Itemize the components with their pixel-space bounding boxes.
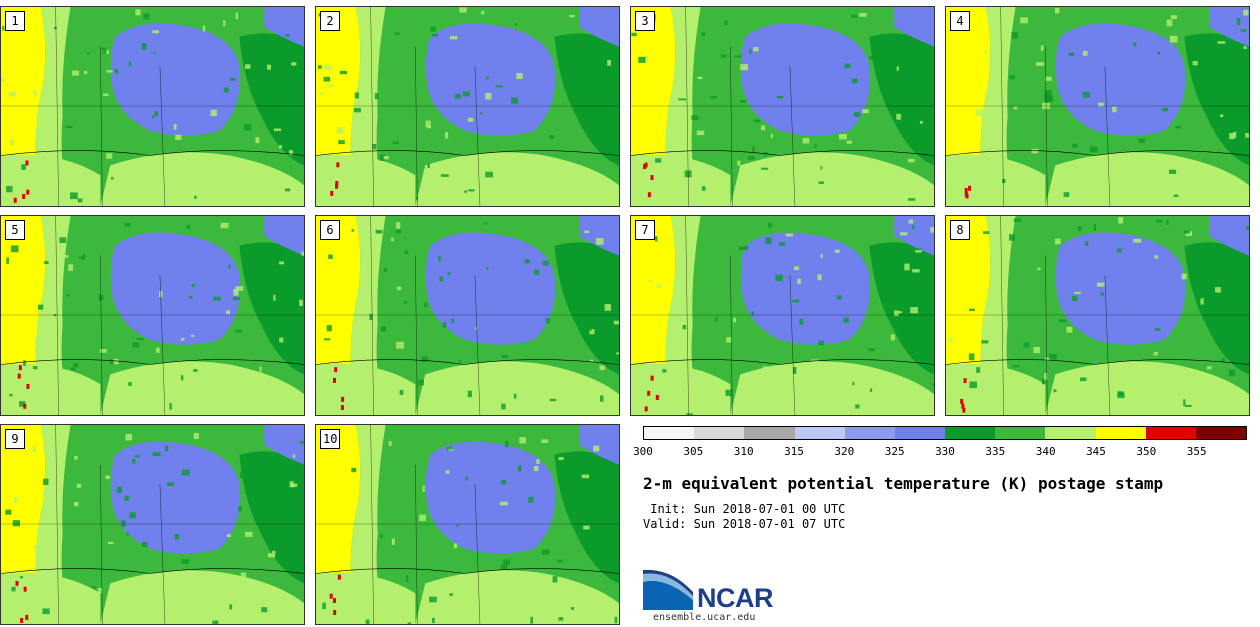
- panel-number: 4: [950, 11, 970, 31]
- map-field: [1, 425, 304, 624]
- map-panel: 3: [630, 6, 935, 207]
- colorbar-segment: [945, 427, 996, 439]
- panel-number: 1: [5, 11, 25, 31]
- map-field: [316, 7, 619, 206]
- colorbar-segment: [1095, 427, 1146, 439]
- map-panel: 6: [315, 215, 620, 416]
- colorbar-segment: [894, 427, 946, 439]
- panel-number: 10: [320, 429, 341, 449]
- init-time: Init: Sun 2018-07-01 00 UTC: [643, 502, 846, 516]
- map-panel: 8: [945, 215, 1250, 416]
- panel-number: 7: [635, 220, 655, 240]
- valid-time: Valid: Sun 2018-07-01 07 UTC: [643, 517, 846, 531]
- colorbar-tick-label: 325: [884, 445, 905, 458]
- map-field: [1, 7, 304, 206]
- colorbar-tick-label: 320: [834, 445, 855, 458]
- panel-number: 3: [635, 11, 655, 31]
- colorbar-segment: [844, 427, 895, 439]
- plot-title: 2-m equivalent potential temperature (K)…: [643, 474, 1164, 493]
- map-panel: 9: [0, 424, 305, 625]
- map-panel: 10: [315, 424, 620, 625]
- logo-url: ensemble.ucar.edu: [653, 612, 756, 623]
- map-panel: 5: [0, 215, 305, 416]
- panel-number: 8: [950, 220, 970, 240]
- map-panel: 7: [630, 215, 935, 416]
- colorbar-segment: [744, 427, 795, 439]
- logo-name: NCAR: [697, 583, 774, 613]
- colorbar-segment: [794, 427, 845, 439]
- map-field: [946, 216, 1249, 415]
- colorbar-tick-label: 335: [985, 445, 1006, 458]
- colorbar-tick-label: 330: [935, 445, 955, 458]
- colorbar-segment: [644, 427, 695, 439]
- map-field: [631, 7, 934, 206]
- map-panel: 4: [945, 6, 1250, 207]
- map-field: [631, 216, 934, 415]
- colorbar-tick-label: 310: [733, 445, 754, 458]
- colorbar-segment: [1195, 427, 1247, 439]
- panel-number: 2: [320, 11, 340, 31]
- colorbar-tick-label: 340: [1035, 445, 1056, 458]
- panel-number: 6: [320, 220, 340, 240]
- colorbar-segment: [1145, 427, 1196, 439]
- colorbar-segment: [694, 427, 745, 439]
- colorbar-segment: [1045, 427, 1096, 439]
- colorbar-segment: [995, 427, 1046, 439]
- colorbar-tick-label: 345: [1086, 445, 1106, 458]
- ncar-logo-icon: [643, 570, 693, 610]
- colorbar-tick-label: 305: [683, 445, 704, 458]
- map-field: [316, 216, 619, 415]
- panel-number: 9: [5, 429, 25, 449]
- colorbar-tick-label: 300: [633, 445, 653, 458]
- colorbar: [643, 426, 1247, 440]
- panel-number: 5: [5, 220, 25, 240]
- map-panel: 2: [315, 6, 620, 207]
- map-field: [1, 216, 304, 415]
- colorbar-tick-label: 355: [1186, 445, 1207, 458]
- colorbar-tick-label: 350: [1136, 445, 1157, 458]
- map-panel: 1: [0, 6, 305, 207]
- map-field: [316, 425, 619, 624]
- map-field: [946, 7, 1249, 206]
- colorbar-tick-label: 315: [784, 445, 804, 458]
